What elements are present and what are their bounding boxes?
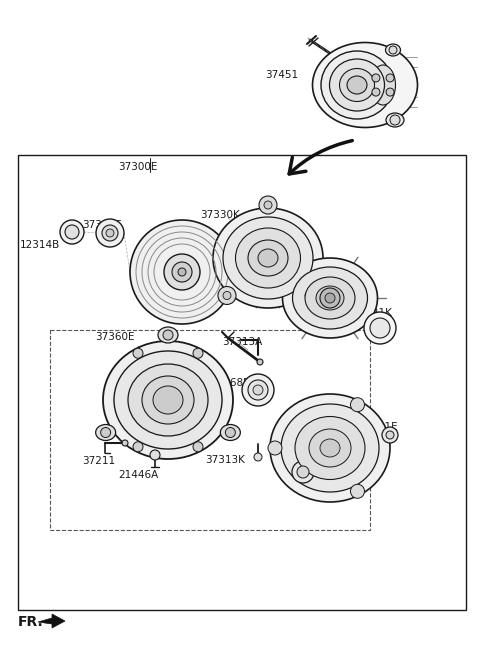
Text: 37451: 37451 (265, 70, 298, 80)
Ellipse shape (292, 267, 368, 329)
Circle shape (390, 115, 400, 125)
Text: 37313K: 37313K (205, 455, 245, 465)
Text: 37381E: 37381E (358, 422, 397, 432)
Circle shape (102, 225, 118, 241)
Ellipse shape (316, 286, 344, 310)
Circle shape (225, 428, 235, 437)
Circle shape (372, 74, 380, 82)
Circle shape (320, 288, 340, 308)
Circle shape (292, 461, 314, 483)
Circle shape (163, 330, 173, 340)
Ellipse shape (128, 364, 208, 436)
Circle shape (242, 374, 274, 406)
Text: 37313A: 37313A (222, 337, 262, 347)
Circle shape (133, 442, 143, 452)
Circle shape (223, 291, 231, 300)
Ellipse shape (305, 277, 355, 319)
Ellipse shape (283, 258, 377, 338)
Ellipse shape (142, 376, 194, 424)
Polygon shape (38, 614, 65, 628)
Ellipse shape (309, 429, 351, 467)
Text: 37311E: 37311E (82, 220, 121, 230)
Bar (50, 330, 370, 530)
Circle shape (164, 254, 200, 290)
Ellipse shape (158, 327, 178, 343)
Text: 37211: 37211 (82, 456, 115, 466)
Ellipse shape (223, 217, 313, 299)
Circle shape (370, 318, 390, 338)
Circle shape (386, 74, 394, 82)
Circle shape (253, 385, 263, 395)
Ellipse shape (270, 394, 390, 502)
Circle shape (259, 196, 277, 214)
Circle shape (193, 442, 203, 452)
Ellipse shape (339, 68, 374, 101)
Circle shape (382, 427, 398, 443)
Ellipse shape (320, 439, 340, 457)
Ellipse shape (386, 113, 404, 127)
Text: FR.: FR. (18, 615, 44, 629)
Ellipse shape (385, 44, 400, 56)
Circle shape (193, 348, 203, 358)
Circle shape (60, 220, 84, 244)
Text: 37330K: 37330K (200, 210, 240, 220)
Text: 37321B: 37321B (140, 270, 180, 280)
FancyArrowPatch shape (289, 140, 352, 174)
Ellipse shape (295, 417, 365, 480)
Ellipse shape (281, 404, 379, 492)
Ellipse shape (329, 59, 384, 111)
Circle shape (130, 220, 234, 324)
Ellipse shape (114, 351, 222, 449)
Circle shape (350, 484, 364, 499)
Ellipse shape (258, 249, 278, 267)
Circle shape (268, 441, 282, 455)
Circle shape (350, 398, 364, 411)
Ellipse shape (321, 51, 393, 119)
Circle shape (133, 348, 143, 358)
Text: 37368E: 37368E (210, 378, 250, 388)
Ellipse shape (153, 386, 183, 414)
Text: 37360E: 37360E (95, 332, 134, 342)
Circle shape (172, 262, 192, 282)
Circle shape (372, 88, 380, 96)
Circle shape (254, 453, 262, 461)
Ellipse shape (96, 424, 116, 441)
Circle shape (178, 268, 186, 276)
Circle shape (305, 291, 313, 300)
Ellipse shape (248, 240, 288, 276)
Circle shape (101, 428, 111, 437)
Circle shape (96, 219, 124, 247)
Text: 37320K: 37320K (295, 470, 335, 480)
Circle shape (386, 88, 394, 96)
Ellipse shape (236, 228, 300, 288)
Circle shape (248, 380, 268, 400)
Circle shape (150, 450, 160, 460)
Text: 37340: 37340 (285, 255, 318, 265)
Circle shape (297, 466, 309, 478)
Text: 37300E: 37300E (118, 162, 157, 172)
Circle shape (65, 225, 79, 239)
Ellipse shape (371, 65, 396, 105)
Ellipse shape (103, 341, 233, 459)
Ellipse shape (213, 208, 323, 308)
Circle shape (325, 293, 335, 303)
Ellipse shape (347, 76, 367, 94)
Text: 21446A: 21446A (118, 470, 158, 480)
Text: 12314B: 12314B (20, 240, 60, 250)
Circle shape (300, 287, 318, 304)
Circle shape (364, 312, 396, 344)
Ellipse shape (220, 424, 240, 441)
Circle shape (106, 229, 114, 237)
Text: 37321K: 37321K (352, 308, 392, 318)
Ellipse shape (312, 42, 418, 127)
Circle shape (257, 359, 263, 365)
Bar (18, 155, 466, 610)
Circle shape (386, 431, 394, 439)
Circle shape (264, 201, 272, 209)
Circle shape (122, 440, 128, 446)
Text: 37390B: 37390B (272, 462, 312, 472)
Circle shape (389, 46, 397, 54)
Circle shape (218, 287, 236, 304)
